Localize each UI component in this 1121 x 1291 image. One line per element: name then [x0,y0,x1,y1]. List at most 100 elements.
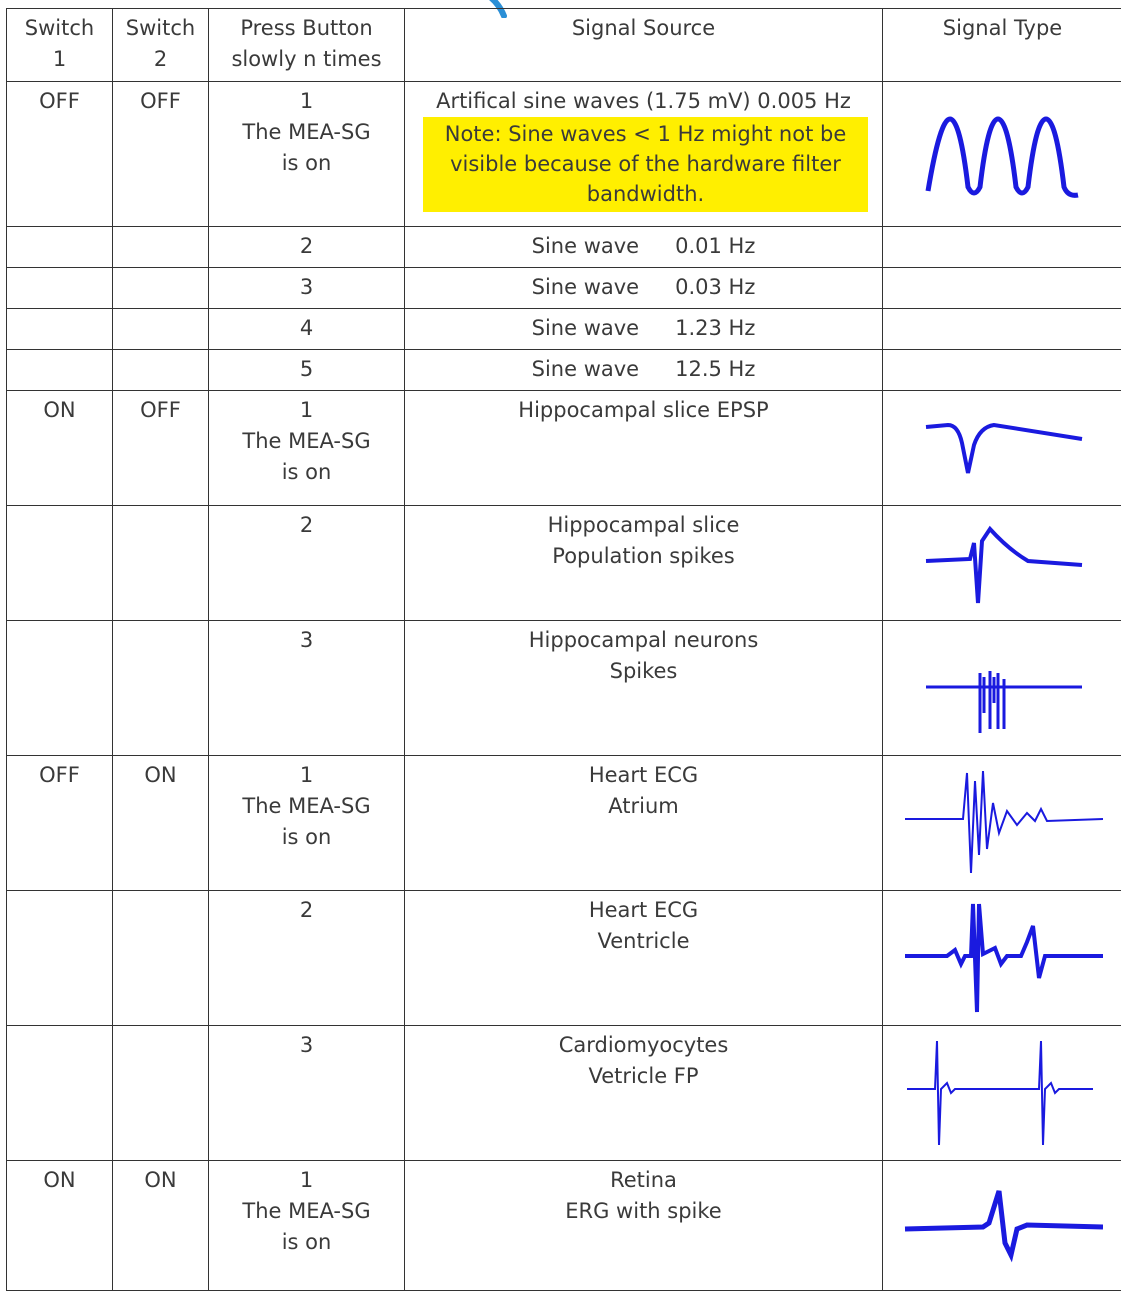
wave-frequency: 0.03 Hz [675,272,755,303]
signal-type-cell [883,350,1121,391]
header-text: Signal Source [405,13,882,44]
signal-source-cell: Sine wave 1.23 Hz [405,309,883,350]
press-note: The MEA-SG [209,791,404,822]
press-count: 1 [209,86,404,117]
switch-2-cell [113,1026,209,1161]
erg-spike-waveform-icon [903,1171,1103,1281]
press-count-cell: 3 [209,268,405,309]
table-row: OFF ON 1 The MEA-SG is on Heart ECG Atri… [7,756,1121,891]
signal-source-text: Ventricle [405,926,882,957]
signal-source-text: Population spikes [405,541,882,572]
press-count-cell: 1 The MEA-SG is on [209,756,405,891]
table-row: 3 Cardiomyocytes Vetricle FP [7,1026,1121,1161]
switch-2-cell [113,227,209,268]
signal-source-cell: Artifical sine waves (1.75 mV) 0.005 Hz … [405,82,883,227]
signal-type-cell [883,1161,1121,1291]
wave-name: Sine wave [532,354,639,385]
table-row: ON OFF 1 The MEA-SG is on Hippocampal sl… [7,391,1121,506]
signal-source-cell: Heart ECG Ventricle [405,891,883,1026]
press-count-cell: 1 The MEA-SG is on [209,391,405,506]
press-count: 1 [209,395,404,426]
header-signal-type: Signal Type [883,9,1121,82]
signal-source-text: Heart ECG [405,760,882,791]
switch-2-cell [113,891,209,1026]
press-count-cell: 3 [209,1026,405,1161]
signal-source-text: Artifical sine waves (1.75 mV) 0.005 Hz [405,86,882,117]
switch-1-cell [7,1026,113,1161]
wave-frequency: 1.23 Hz [675,313,755,344]
switch-2-cell [113,621,209,756]
signal-source-text: Cardiomyocytes [405,1030,882,1061]
signal-type-cell [883,506,1121,621]
signal-type-cell [883,391,1121,506]
signal-source-cell: Retina ERG with spike [405,1161,883,1291]
filter-note: Note: Sine waves < 1 Hz might not be vis… [423,117,868,212]
press-count-cell: 1 The MEA-SG is on [209,1161,405,1291]
signal-source-text: Retina [405,1165,882,1196]
signal-source-text: Hippocampal slice EPSP [405,395,882,426]
signal-source-cell: Cardiomyocytes Vetricle FP [405,1026,883,1161]
sine-wave-icon [918,99,1088,209]
press-note: The MEA-SG [209,1196,404,1227]
wave-frequency: 12.5 Hz [675,354,755,385]
population-spike-waveform-icon [918,513,1088,613]
signal-source-cell: Hippocampal slice EPSP [405,391,883,506]
switch-2-cell: OFF [113,391,209,506]
switch-1-cell: ON [7,1161,113,1291]
signal-source-text: Atrium [405,791,882,822]
wave-name: Sine wave [532,313,639,344]
signal-source-text: Heart ECG [405,895,882,926]
header-text: slowly n times [209,44,404,75]
neuron-spikes-waveform-icon [918,633,1088,743]
signal-source-cell: Sine wave 12.5 Hz [405,350,883,391]
press-note: is on [209,1227,404,1258]
press-note: is on [209,148,404,179]
switch-2-cell [113,309,209,350]
table-row: 3 Hippocampal neurons Spikes [7,621,1121,756]
switch-2-cell: OFF [113,82,209,227]
press-count: 1 [209,1165,404,1196]
switch-2-cell: ON [113,1161,209,1291]
switch-2-cell [113,268,209,309]
header-signal-source: Signal Source [405,9,883,82]
header-text: Switch [113,13,208,44]
switch-1-cell [7,309,113,350]
switch-1-cell [7,506,113,621]
press-note: The MEA-SG [209,117,404,148]
switch-1-cell: ON [7,391,113,506]
signal-source-text: Hippocampal slice [405,510,882,541]
header-text: 2 [113,44,208,75]
ventricle-ecg-waveform-icon [903,898,1103,1018]
table-row: 2 Heart ECG Ventricle [7,891,1121,1026]
cardiomyocyte-fp-waveform-icon [903,1033,1103,1153]
signal-type-cell [883,756,1121,891]
press-count-cell: 2 [209,506,405,621]
signal-source-text: ERG with spike [405,1196,882,1227]
press-note: is on [209,822,404,853]
signal-source-text: Spikes [405,656,882,687]
switch-1-cell: OFF [7,82,113,227]
signal-type-cell [883,227,1121,268]
header-text: 1 [7,44,112,75]
table-row: 2 Hippocampal slice Population spikes [7,506,1121,621]
signal-source-text: Hippocampal neurons [405,625,882,656]
signal-source-cell: Heart ECG Atrium [405,756,883,891]
wave-frequency: 0.01 Hz [675,231,755,262]
signal-source-text: Vetricle FP [405,1061,882,1092]
header-text: Signal Type [883,13,1121,44]
press-count-cell: 2 [209,227,405,268]
switch-1-cell: OFF [7,756,113,891]
switch-2-cell [113,506,209,621]
signal-type-cell [883,309,1121,350]
header-text: Switch [7,13,112,44]
press-count: 1 [209,760,404,791]
press-count-cell: 2 [209,891,405,1026]
